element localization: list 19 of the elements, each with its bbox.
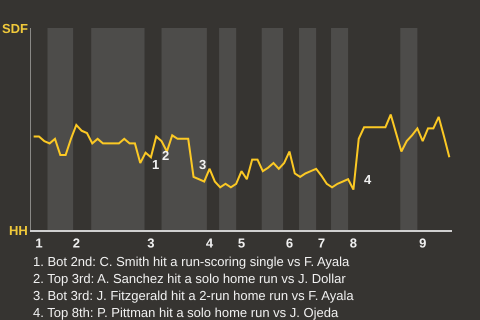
annotation: 3 — [199, 157, 206, 172]
x-tick-label: 9 — [419, 236, 426, 251]
text: 3. Bot 3rd: J. Fitzgerald hit a 2-run home run vs F. Ayala — [33, 288, 354, 303]
x-tick-label: 5 — [238, 236, 246, 251]
text: HH — [9, 223, 28, 238]
x-tick-label: 4 — [206, 236, 214, 251]
x-tick-label: 6 — [286, 236, 294, 251]
annotation: 4 — [364, 172, 372, 187]
x-tick-label: 2 — [72, 236, 80, 251]
annotation: 1 — [152, 157, 160, 172]
text: SDF — [2, 21, 28, 36]
text: 4. Top 8th: P. Pittman hit a solo home run vs J. Ojeda — [33, 305, 339, 320]
x-tick-label: 8 — [350, 236, 358, 251]
text: 1. Bot 2nd: C. Smith hit a run-scoring single vs F. Ayala — [33, 254, 350, 269]
x-tick-label: 1 — [35, 236, 43, 251]
text: 2. Top 3rd: A. Sanchez hit a solo home run vs J. Dollar — [33, 271, 346, 286]
annotation: 2 — [162, 148, 170, 163]
x-tick-label: 3 — [147, 236, 155, 251]
x-tick-label: 7 — [318, 236, 326, 251]
